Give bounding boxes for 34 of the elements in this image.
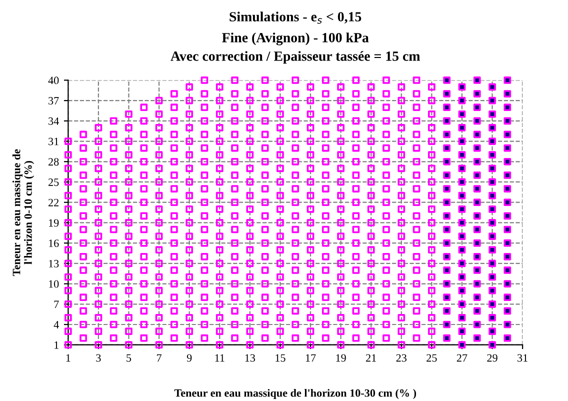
y-tick-label: 4: [54, 321, 59, 328]
y-tick-label: 37: [48, 97, 59, 105]
x-tick-label: 3: [96, 354, 101, 362]
y-axis-title: Teneur en eau massique de l'horizon 0-10 cm (%): [12, 149, 34, 276]
y-tick-label: 31: [48, 138, 58, 146]
x-tick-label: 21: [366, 354, 376, 362]
y-tick-label: 19: [49, 219, 59, 227]
y-tick-label: 1: [54, 341, 58, 349]
x-tick-label: 27: [456, 354, 468, 362]
x-tick-label: 1: [66, 354, 70, 362]
y-tick-label: 22: [48, 198, 59, 206]
y-tick-label: 16: [49, 240, 59, 248]
x-tick-label: 15: [276, 354, 286, 362]
y-tick-label: 10: [49, 280, 59, 288]
x-tick-label: 31: [518, 354, 528, 362]
y-tick-label: 25: [48, 178, 59, 186]
y-tick-label: 13: [49, 260, 59, 268]
x-tick-label: 25: [426, 354, 437, 362]
x-tick-label: 9: [186, 354, 192, 362]
x-tick-label: 19: [336, 354, 346, 362]
y-tick-label: 40: [48, 76, 59, 84]
x-axis-title: Teneur en eau massique de l'horizon 10-30 cm (% ): [174, 388, 416, 400]
x-tick-label: 13: [245, 354, 256, 362]
y-tick-label: 34: [48, 117, 59, 125]
y-tick-label: 28: [48, 158, 59, 166]
x-tick-label: 5: [126, 354, 132, 362]
y-tick-label: 7: [54, 300, 59, 308]
x-tick-label: 23: [396, 354, 407, 362]
x-tick-label: 29: [487, 354, 498, 362]
x-tick-label: 11: [215, 354, 224, 362]
x-tick-label: 17: [306, 354, 316, 362]
chart-title: Simulations - e$_{s}$ < 0,15: [230, 12, 362, 24]
x-tick-label: 7: [156, 354, 162, 362]
chart-subtitle: Fine (Avignon) - 100 kPa Avec correction / Epaisseur tassée = 15 cm: [170, 32, 420, 64]
